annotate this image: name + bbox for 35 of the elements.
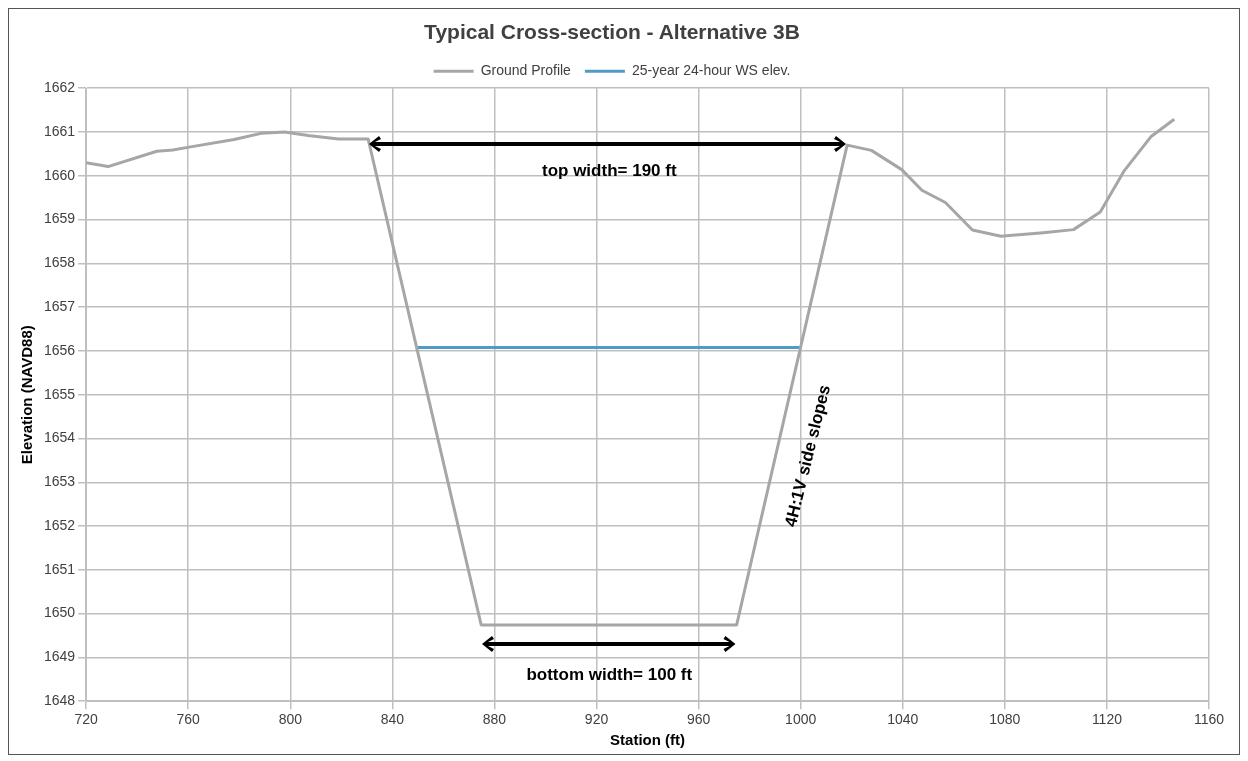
y-tick-label: 1656 — [43, 341, 76, 358]
x-axis-title: Station (ft) — [610, 731, 686, 749]
y-tick-label: 1652 — [43, 516, 76, 533]
y-tick-label: 1655 — [43, 385, 76, 402]
x-tick-label: 920 — [584, 711, 609, 728]
y-tick-label: 1662 — [43, 79, 76, 96]
x-tick-label: 1120 — [1091, 711, 1123, 728]
x-tick-label: 880 — [482, 711, 507, 728]
x-tick-label: 840 — [380, 711, 405, 728]
x-tick-label: 1040 — [887, 711, 919, 728]
y-tick-label: 1657 — [43, 297, 76, 314]
annotation: top width= 190 ft — [542, 161, 677, 181]
y-tick-label: 1653 — [43, 473, 76, 490]
legend-label: Ground Profile — [480, 62, 572, 79]
y-tick-label: 1651 — [43, 560, 76, 577]
x-tick-label: 1000 — [785, 711, 817, 728]
legend-label: 25-year 24-hour WS elev. — [631, 62, 791, 79]
y-tick-label: 1654 — [43, 429, 76, 446]
y-tick-label: 1661 — [43, 122, 76, 139]
x-tick-label: 1080 — [989, 711, 1021, 728]
y-tick-label: 1659 — [43, 210, 76, 227]
y-tick-label: 1658 — [43, 254, 76, 271]
y-tick-label: 1648 — [43, 692, 76, 709]
x-tick-label: 1160 — [1193, 711, 1225, 728]
x-tick-label: 800 — [278, 711, 303, 728]
annotation: bottom width= 100 ft — [526, 664, 693, 684]
chart-title: Typical Cross-section - Alternative 3B — [424, 20, 800, 44]
x-tick-label: 760 — [176, 711, 201, 728]
y-tick-label: 1650 — [43, 604, 76, 621]
x-tick-label: 960 — [686, 711, 711, 728]
y-axis-title: Elevation (NAVD88) — [18, 325, 36, 465]
y-tick-label: 1649 — [43, 648, 76, 665]
x-tick-label: 720 — [74, 711, 99, 728]
annotation: 4H:1V side slopes — [781, 382, 835, 529]
y-tick-label: 1660 — [43, 166, 76, 183]
